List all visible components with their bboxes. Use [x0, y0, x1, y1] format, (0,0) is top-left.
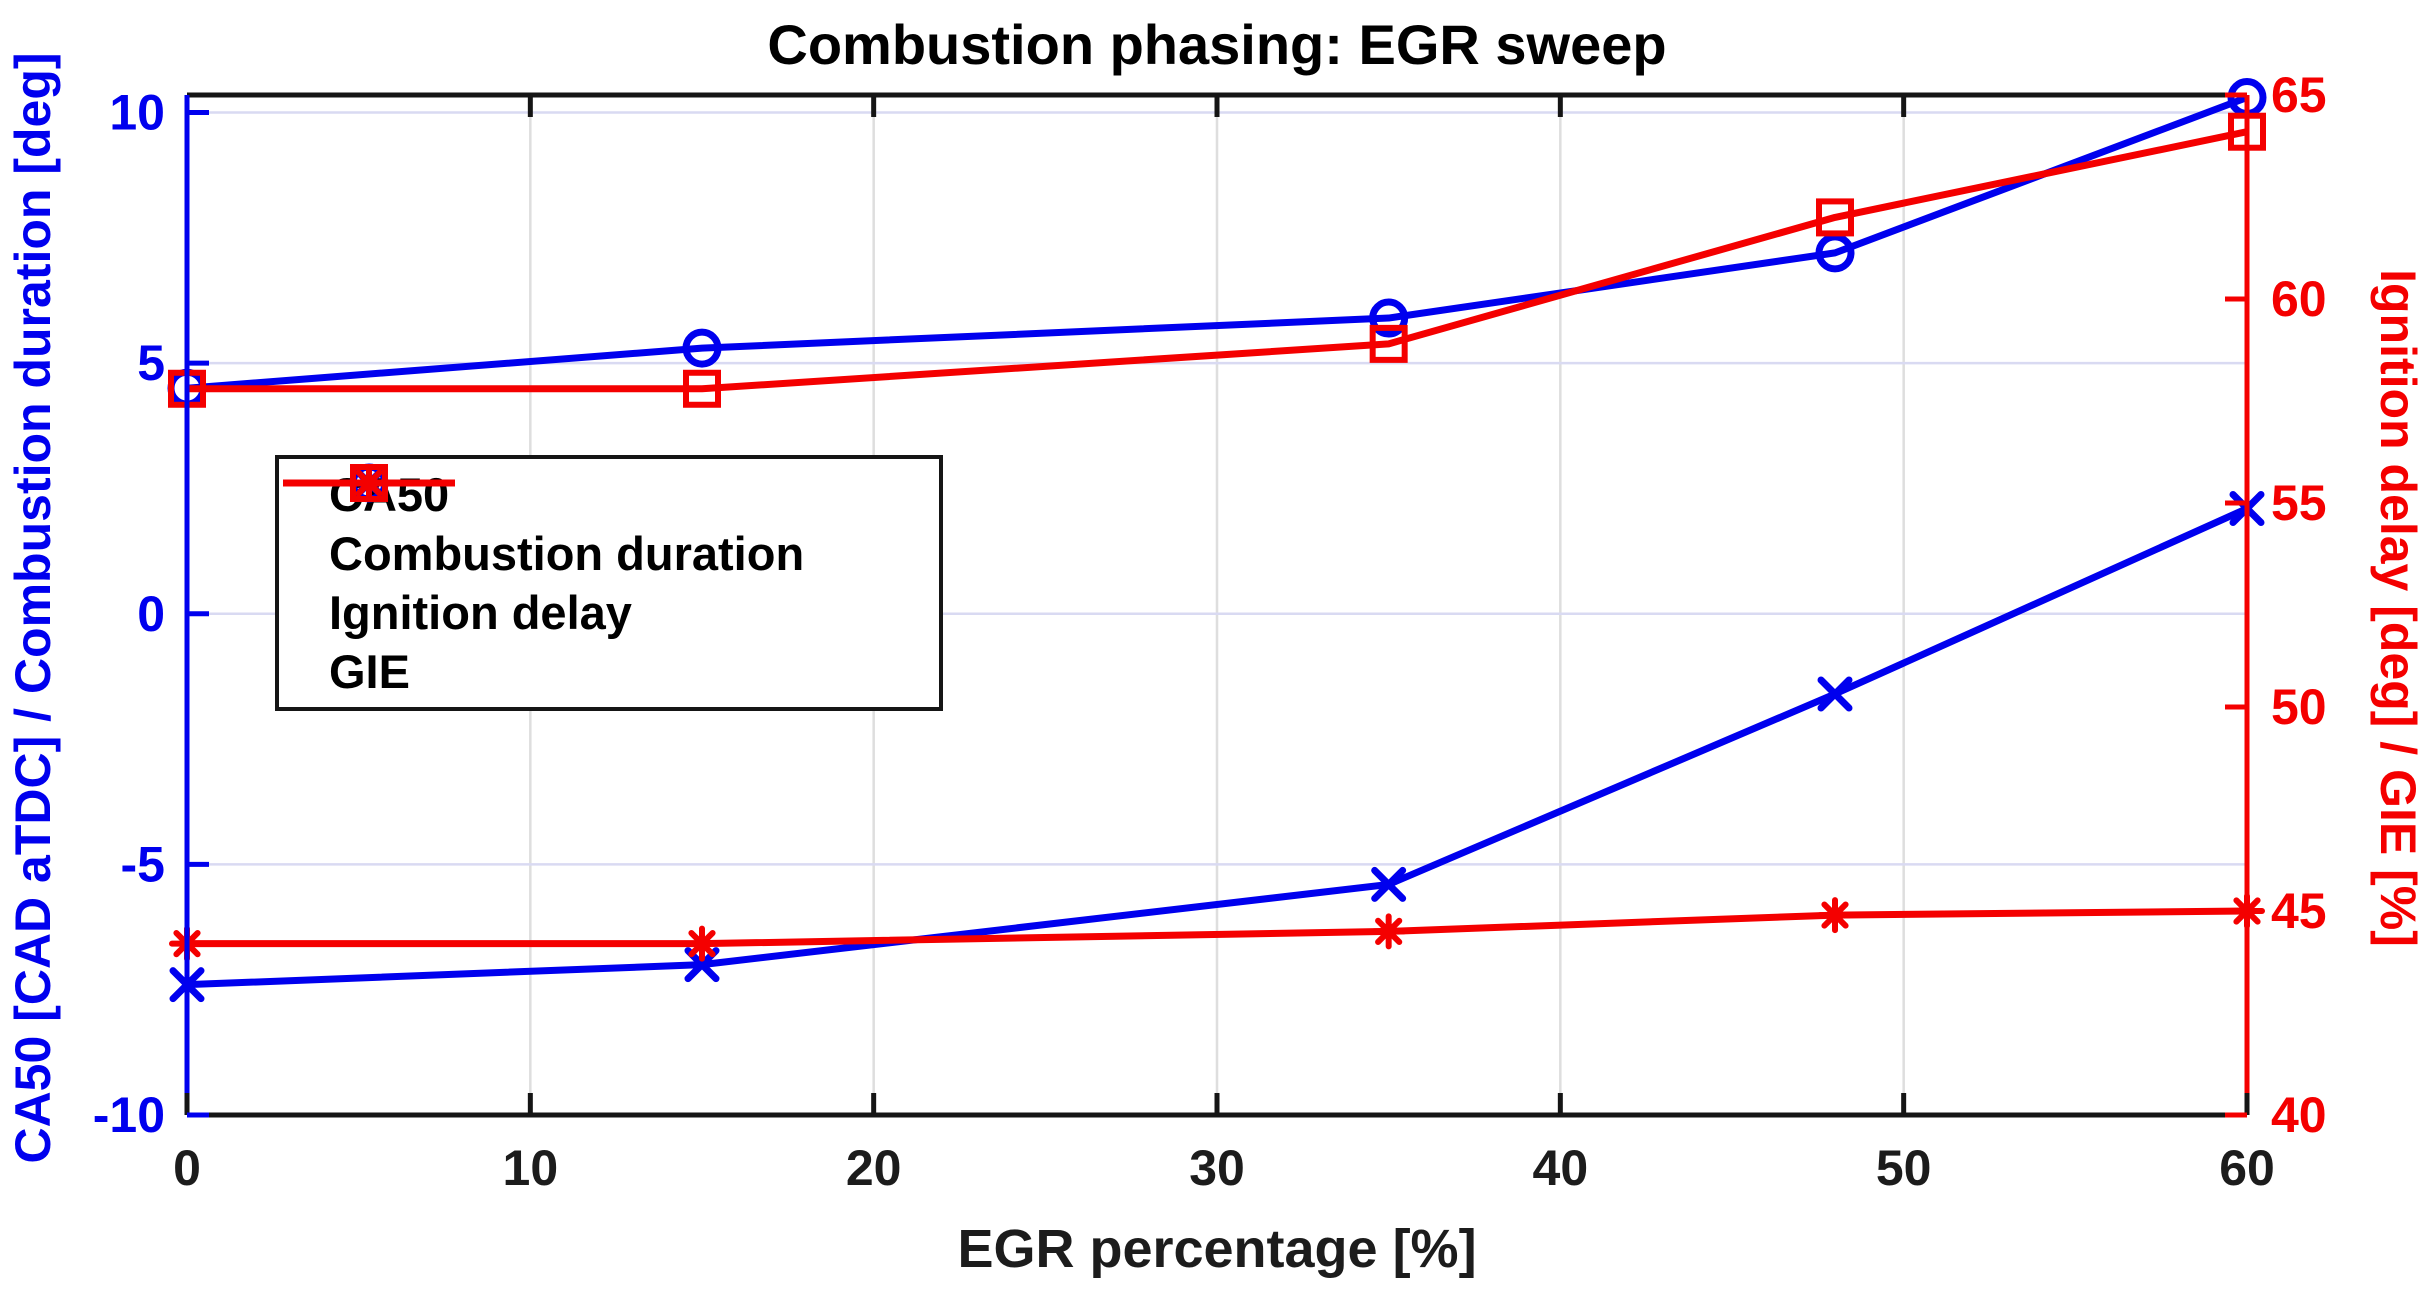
legend-line-sample	[283, 465, 455, 501]
legend-item-gie: GIE	[283, 465, 939, 700]
chart-title: Combustion phasing: EGR sweep	[767, 13, 1667, 76]
legend-item-ignition-delay: Ignition delay	[283, 464, 939, 641]
right-tick-label: 65	[2271, 67, 2327, 123]
left-tick-label: -5	[121, 836, 165, 892]
left-y-axis-label: CA50 [CAD aTDC] / Combustion duration [d…	[5, 52, 61, 1164]
legend-label: CA50	[329, 468, 450, 521]
right-tick-label: 50	[2271, 679, 2327, 735]
x-tick-label: 0	[173, 1140, 201, 1196]
x-tick-label: 60	[2219, 1140, 2275, 1196]
legend-item-combustion-duration: Combustion duration	[283, 463, 939, 582]
x-tick-label: 30	[1189, 1140, 1245, 1196]
legend-label: GIE	[329, 645, 410, 698]
left-tick-label: 10	[109, 85, 165, 141]
legend: CA50 Combustion duration Ignition delay GIE	[275, 455, 943, 711]
right-tick-label: 60	[2271, 271, 2327, 327]
right-y-axis-label: Ignition delay [deg] / GIE [%]	[2370, 269, 2426, 947]
x-tick-label: 20	[846, 1140, 902, 1196]
right-tick-label: 40	[2271, 1087, 2327, 1143]
series-line	[187, 128, 2248, 393]
left-tick-label: -10	[93, 1087, 165, 1143]
x-tick-label: 10	[503, 1140, 559, 1196]
x-tick-label: 40	[1533, 1140, 1589, 1196]
right-tick-label: 45	[2271, 883, 2327, 939]
left-tick-label: 5	[137, 335, 165, 391]
right-tick-label: 55	[2271, 475, 2327, 531]
axis-ticks: 0 10 20 30 40 50 60 -10 -5 0 5 10 40 45 50 55 60 65	[93, 67, 2327, 1196]
legend-label: Combustion duration	[329, 527, 805, 580]
x-tick-label: 50	[1876, 1140, 1932, 1196]
left-tick-label: 0	[137, 586, 165, 642]
x-axis-label: EGR percentage [%]	[957, 1219, 1477, 1279]
series-line	[186, 94, 2249, 392]
legend-label: Ignition delay	[329, 586, 632, 639]
